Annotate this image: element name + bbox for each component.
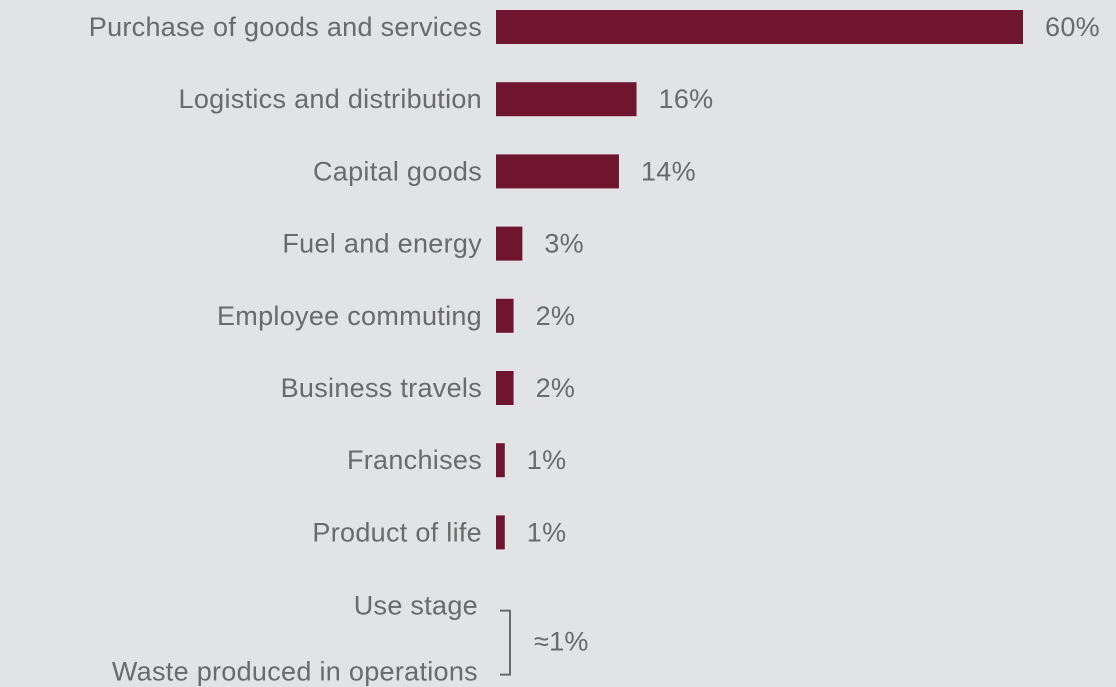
grouped-bracket bbox=[500, 609, 511, 676]
bar-business-travels bbox=[496, 371, 514, 405]
bar-fuel-and-energy bbox=[496, 226, 523, 261]
value-label-fuel-and-energy: 3% bbox=[544, 229, 584, 259]
category-label-purchase-of-goods-and-services: Purchase of goods and services bbox=[89, 12, 482, 42]
bar-logistics-and-distribution bbox=[496, 82, 637, 117]
bar-purchase-of-goods-and-services bbox=[496, 10, 1023, 44]
bar-franchises bbox=[496, 443, 505, 478]
value-labels-group: 60% 16% 14% 3% 2% 2% 1% 1% bbox=[527, 12, 1100, 547]
grouped-value-label: ≈1% bbox=[534, 627, 589, 657]
category-label-capital-goods: Capital goods bbox=[313, 156, 482, 186]
category-label-employee-commuting: Employee commuting bbox=[217, 301, 482, 331]
value-label-business-travels: 2% bbox=[536, 373, 576, 403]
value-label-employee-commuting: 2% bbox=[536, 301, 576, 331]
bar-capital-goods bbox=[496, 154, 619, 189]
value-label-purchase-of-goods-and-services: 60% bbox=[1045, 12, 1100, 42]
grouped-label-use-stage: Use stage bbox=[354, 591, 478, 621]
bar-employee-commuting bbox=[496, 298, 514, 333]
grouped-note-group: Use stage Waste produced in operations ≈1% bbox=[112, 591, 589, 687]
category-label-business-travels: Business travels bbox=[281, 373, 482, 403]
bars-group bbox=[496, 10, 1023, 550]
category-label-fuel-and-energy: Fuel and energy bbox=[282, 229, 482, 259]
grouped-label-waste-produced-in-operations: Waste produced in operations bbox=[112, 657, 478, 687]
value-label-franchises: 1% bbox=[527, 445, 567, 475]
category-label-logistics-and-distribution: Logistics and distribution bbox=[179, 84, 482, 114]
value-label-capital-goods: 14% bbox=[641, 156, 696, 186]
category-label-product-of-life: Product of life bbox=[312, 517, 482, 547]
value-label-logistics-and-distribution: 16% bbox=[659, 84, 714, 114]
category-labels-group: Purchase of goods and services Logistics … bbox=[89, 12, 482, 547]
category-label-franchises: Franchises bbox=[347, 445, 482, 475]
bar-product-of-life bbox=[496, 515, 505, 550]
value-label-product-of-life: 1% bbox=[527, 517, 567, 547]
